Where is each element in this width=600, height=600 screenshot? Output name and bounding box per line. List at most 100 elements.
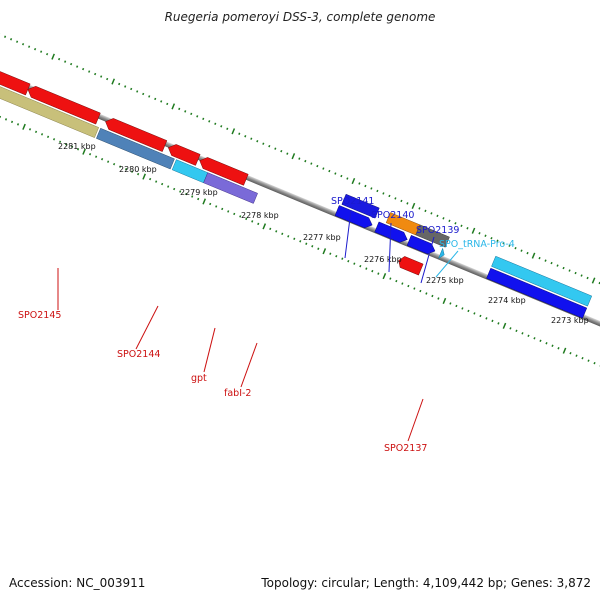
minor-tick bbox=[113, 162, 116, 166]
minor-tick bbox=[178, 107, 181, 111]
minor-tick bbox=[227, 210, 230, 213]
minor-tick bbox=[526, 251, 529, 255]
minor-tick bbox=[46, 135, 50, 139]
minor-tick bbox=[77, 148, 80, 151]
gene-SPO2139[interactable] bbox=[415, 224, 450, 248]
minor-tick bbox=[574, 271, 577, 275]
gene-blue-forward-1[interactable] bbox=[334, 205, 374, 230]
minor-tick bbox=[52, 138, 56, 141]
gene-SPO2144-bar[interactable] bbox=[96, 127, 175, 170]
minor-tick bbox=[119, 165, 122, 168]
minor-tick bbox=[160, 100, 163, 103]
gene-leader-line bbox=[435, 250, 459, 278]
gene-red-reverse-4[interactable] bbox=[166, 142, 201, 166]
scale-tick-label: 2279 kbp bbox=[180, 188, 218, 197]
gene-label[interactable]: fabI-2 bbox=[224, 388, 251, 399]
minor-tick bbox=[226, 127, 229, 130]
minor-tick bbox=[479, 314, 482, 318]
minor-tick bbox=[95, 155, 98, 158]
gene-label[interactable]: SPO2137 bbox=[384, 443, 427, 454]
minor-tick bbox=[281, 232, 284, 236]
gene-label[interactable]: gpt bbox=[191, 373, 207, 384]
minor-tick bbox=[478, 232, 481, 235]
scale-tick-label: 2278 kbp bbox=[241, 211, 279, 220]
minor-tick bbox=[538, 256, 541, 260]
minor-tick bbox=[118, 82, 121, 86]
gene-blue-forward-3[interactable] bbox=[406, 235, 437, 256]
minor-tick bbox=[94, 72, 97, 76]
minor-tick bbox=[467, 309, 470, 313]
minor-tick bbox=[328, 169, 331, 173]
gene-SPO2141[interactable] bbox=[341, 193, 380, 219]
minor-tick bbox=[485, 317, 488, 320]
major-tick bbox=[471, 227, 476, 234]
major-tick bbox=[442, 297, 447, 305]
minor-tick bbox=[359, 264, 362, 268]
minor-tick bbox=[557, 347, 560, 350]
minor-tick bbox=[76, 65, 79, 68]
gene-fabI-2-bar[interactable] bbox=[203, 172, 258, 204]
scale-tick-label: 2280 kbp bbox=[119, 165, 157, 174]
minor-tick bbox=[130, 87, 133, 91]
gene-tRNA[interactable] bbox=[438, 247, 446, 260]
major-tick bbox=[262, 223, 267, 230]
gene-cyan-right[interactable] bbox=[491, 255, 593, 307]
minor-tick bbox=[418, 207, 421, 210]
minor-tick bbox=[533, 337, 536, 340]
minor-tick bbox=[10, 38, 13, 41]
minor-tick bbox=[389, 277, 392, 280]
minor-tick bbox=[106, 77, 109, 81]
gene-SPO2145-bar[interactable] bbox=[0, 81, 99, 138]
minor-tick bbox=[275, 230, 278, 233]
gene-blue-right[interactable] bbox=[486, 267, 588, 319]
minor-tick bbox=[371, 269, 374, 273]
minor-tick bbox=[310, 162, 313, 165]
minor-tick bbox=[10, 120, 14, 124]
minor-tick bbox=[173, 187, 176, 191]
gene-label[interactable]: SPO2139 bbox=[416, 225, 459, 236]
minor-tick bbox=[341, 257, 344, 260]
minor-tick bbox=[347, 259, 350, 263]
gene-red-reverse-5[interactable] bbox=[197, 155, 249, 186]
major-tick bbox=[142, 173, 146, 180]
minor-tick bbox=[101, 157, 104, 161]
minor-tick bbox=[334, 172, 337, 175]
topology-info: Topology: circular; Length: 4,109,442 bp… bbox=[261, 576, 591, 590]
gene-label[interactable]: SPO2141 bbox=[331, 196, 374, 207]
minor-tick bbox=[197, 197, 200, 201]
minor-tick bbox=[382, 192, 385, 195]
minor-tick bbox=[16, 40, 19, 43]
gene-SPO2137[interactable] bbox=[396, 255, 424, 276]
minor-tick bbox=[407, 284, 410, 288]
scale-tick-label: 2274 kbp bbox=[488, 296, 526, 305]
minor-tick bbox=[22, 42, 25, 46]
minor-tick bbox=[208, 120, 211, 123]
minor-tick bbox=[149, 177, 152, 181]
minor-tick bbox=[64, 143, 68, 146]
gene-red-reverse-3[interactable] bbox=[103, 116, 168, 152]
minor-tick bbox=[298, 157, 301, 160]
minor-tick bbox=[455, 304, 458, 308]
minor-tick bbox=[466, 227, 469, 230]
minor-tick bbox=[406, 202, 409, 205]
minor-tick bbox=[202, 117, 205, 121]
minor-tick bbox=[167, 185, 170, 188]
gene-leader-line bbox=[407, 398, 424, 442]
gene-label[interactable]: SPO2140 bbox=[371, 210, 414, 221]
minor-tick bbox=[491, 319, 494, 323]
gene-label[interactable]: SPO_tRNA-Pro-4 bbox=[439, 239, 515, 250]
gene-red-reverse-2[interactable] bbox=[26, 84, 101, 125]
minor-tick bbox=[316, 164, 319, 168]
gene-label[interactable]: SPO2145 bbox=[18, 310, 61, 321]
minor-tick bbox=[34, 47, 37, 51]
minor-tick bbox=[269, 227, 272, 231]
minor-tick bbox=[40, 50, 43, 53]
major-tick bbox=[382, 273, 387, 280]
gene-leader-line bbox=[203, 327, 216, 373]
gene-label[interactable]: SPO2144 bbox=[117, 349, 160, 360]
minor-tick bbox=[461, 307, 464, 310]
gene-leader-line bbox=[135, 305, 159, 350]
inner-scale-track bbox=[0, 115, 600, 367]
minor-tick bbox=[514, 246, 517, 250]
minor-tick bbox=[376, 189, 379, 193]
